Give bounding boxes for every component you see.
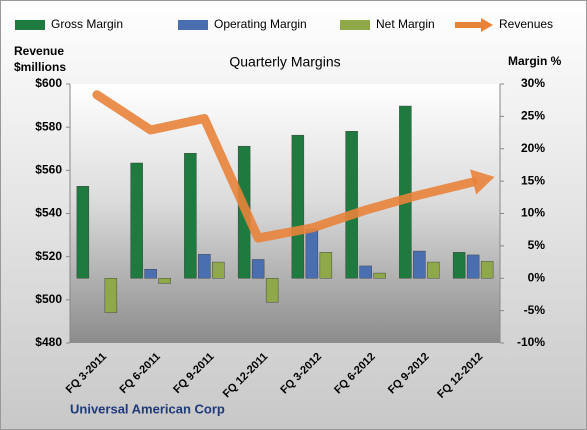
legend-label: Revenues [499, 17, 553, 31]
legend-label: Gross Margin [51, 17, 123, 31]
bar [466, 254, 480, 279]
bar [158, 278, 171, 284]
line [92, 90, 478, 243]
bar [452, 252, 466, 279]
y2-tick-label: 20% [521, 141, 545, 155]
bar [345, 131, 358, 279]
bar [373, 272, 386, 279]
chart-title: Quarterly Margins [229, 54, 340, 70]
bar [359, 265, 372, 279]
bar [76, 186, 90, 279]
y2-tick-label: 5% [528, 238, 546, 252]
legend-swatch [15, 20, 45, 30]
legend-label: Net Margin [376, 17, 435, 31]
legend-swatch [481, 18, 493, 32]
bar [251, 259, 265, 279]
y-tick-label: $600 [35, 76, 62, 90]
bar [104, 278, 118, 313]
y-tick-label: $560 [35, 163, 62, 177]
y2-tick-label: 25% [521, 109, 545, 123]
bar [399, 105, 412, 279]
y-tick-label: $520 [35, 249, 62, 263]
arrow-head [470, 169, 495, 195]
bar [265, 278, 279, 303]
bar [198, 254, 211, 279]
y2-tick-label: 0% [528, 270, 546, 284]
footer: Universal American Corp [70, 401, 225, 416]
bar [480, 261, 494, 279]
y2-tick-label: 10% [521, 206, 545, 220]
bar [144, 268, 157, 279]
bar [427, 261, 440, 279]
y-axis-label: $millions [14, 60, 66, 74]
y-tick-label: $540 [35, 206, 62, 220]
y-axis-label: Revenue [14, 44, 64, 58]
y-tick-label: $580 [35, 119, 62, 133]
bar [130, 162, 143, 279]
y2-tick-label: 30% [521, 76, 545, 90]
bar [291, 134, 305, 279]
y-tick-label: $480 [35, 335, 62, 349]
bar [212, 261, 225, 279]
legend-swatch [178, 20, 208, 30]
bar [319, 252, 333, 279]
y2-tick-label: 15% [521, 173, 545, 187]
y-tick-label: $500 [35, 292, 62, 306]
y2-tick-label: -5% [524, 303, 546, 317]
legend-label: Operating Margin [214, 17, 307, 31]
y2-axis-label: Margin % [508, 54, 562, 68]
bar [184, 153, 197, 279]
bar [413, 250, 426, 279]
bar [305, 228, 319, 279]
legend-swatch [340, 20, 370, 30]
y2-tick-label: -10% [517, 335, 545, 349]
